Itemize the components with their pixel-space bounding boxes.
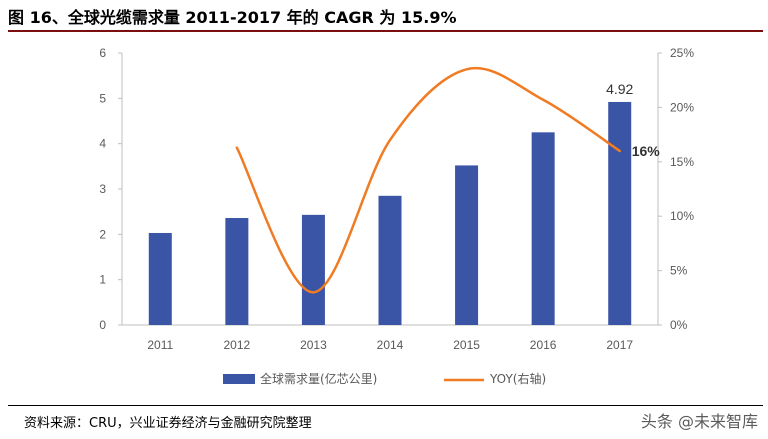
combo-chart: 0 1 2 3 4 5 6 0% 5% 10% 15% 20% 25% 2011 2012 2013 2014 2… bbox=[99, 46, 694, 386]
left-tick-label: 0 bbox=[99, 318, 106, 332]
x-tick-label: 2012 bbox=[224, 338, 251, 352]
yoy-line bbox=[235, 66, 621, 294]
x-tick-label: 2014 bbox=[377, 338, 404, 352]
bar bbox=[148, 232, 172, 325]
bar-data-label: 4.92 bbox=[606, 81, 633, 97]
left-tick-label: 6 bbox=[99, 46, 106, 60]
right-tick-label: 25% bbox=[670, 46, 694, 60]
x-tick-label: 2017 bbox=[606, 338, 633, 352]
bar bbox=[301, 214, 325, 325]
left-tick-label: 2 bbox=[99, 227, 106, 241]
bar bbox=[378, 195, 402, 325]
x-tick-label: 2011 bbox=[147, 338, 173, 352]
legend-line-label: YOY(右轴) bbox=[489, 371, 546, 386]
line-data-label: 16% bbox=[632, 143, 661, 159]
legend-bar-label: 全球需求量(亿芯公里) bbox=[260, 371, 377, 386]
right-tick-label: 5% bbox=[670, 264, 688, 278]
right-tick-label: 10% bbox=[670, 209, 694, 223]
bar bbox=[225, 218, 249, 325]
left-tick-label: 5 bbox=[99, 91, 106, 105]
left-tick-label: 1 bbox=[99, 273, 106, 287]
watermark: 头条 @未来智库 bbox=[640, 412, 758, 431]
bar bbox=[455, 165, 479, 325]
left-tick-label: 3 bbox=[99, 182, 106, 196]
left-tick-label: 4 bbox=[99, 137, 106, 151]
x-tick-label: 2016 bbox=[530, 338, 557, 352]
legend-bar-swatch bbox=[223, 374, 255, 384]
x-tick-label: 2013 bbox=[300, 338, 327, 352]
bar bbox=[608, 101, 632, 326]
source-rule bbox=[8, 405, 763, 406]
right-tick-label: 15% bbox=[670, 155, 694, 169]
title-rule bbox=[8, 30, 763, 32]
source-note: 资料来源：CRU，兴业证券经济与金融研究院整理 bbox=[24, 416, 312, 431]
right-tick-label: 0% bbox=[670, 318, 688, 332]
bar bbox=[531, 132, 555, 325]
right-tick-label: 20% bbox=[670, 100, 694, 114]
figure-title: 图 16、全球光缆需求量 2011-2017 年的 CAGR 为 15.9% bbox=[8, 8, 457, 27]
x-tick-label: 2015 bbox=[453, 338, 480, 352]
